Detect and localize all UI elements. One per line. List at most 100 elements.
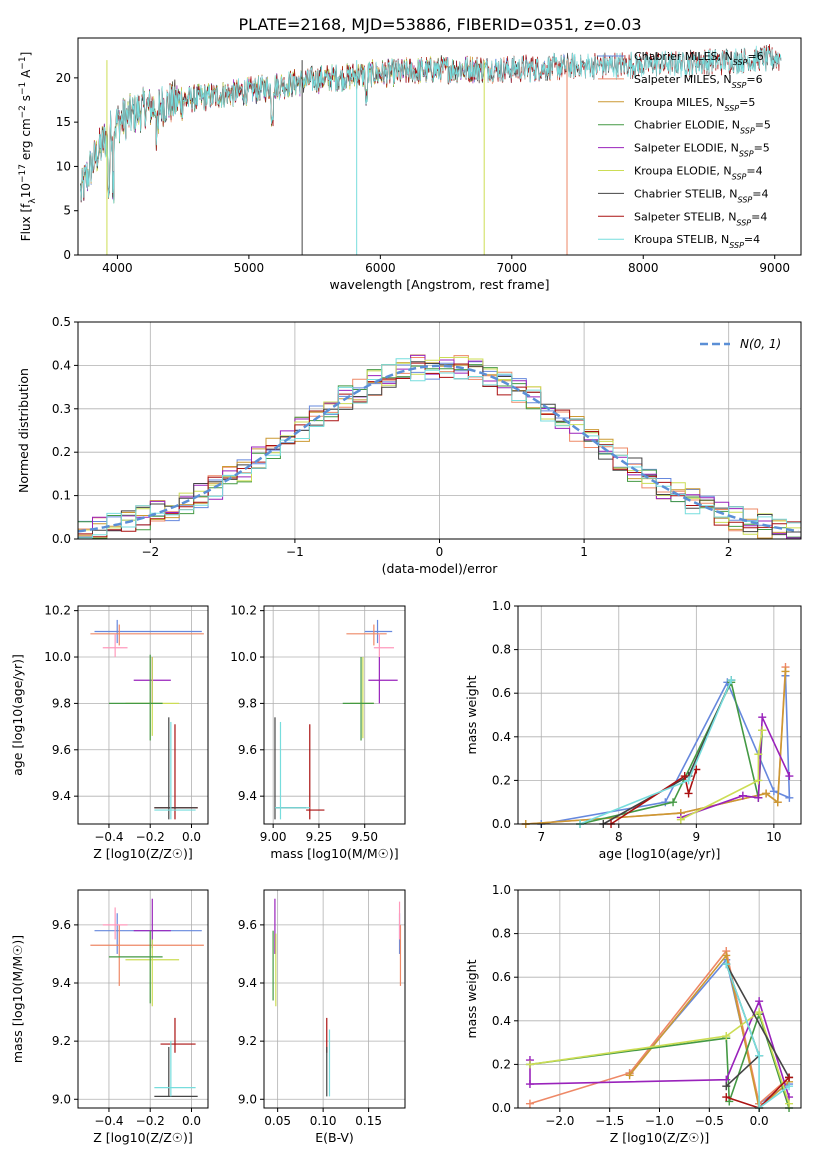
y-tick-label: 9.4 bbox=[238, 789, 257, 803]
x-axis-label: Z [log10(Z/Z☉)] bbox=[93, 846, 193, 861]
mass-weight-marker bbox=[773, 798, 782, 807]
y-axis-label-part: 10 bbox=[19, 183, 33, 198]
y-tick-label: 9.0 bbox=[52, 1092, 71, 1106]
y-tick-label: 9.8 bbox=[52, 696, 71, 710]
x-tick-label: 0.05 bbox=[264, 1114, 291, 1128]
plots-layer: 4000 5000 6000 7000 8000 900005101520waveleng… bbox=[10, 37, 802, 1145]
y-tick-label: 9.6 bbox=[238, 918, 257, 932]
y-tick-label: 9.4 bbox=[52, 789, 71, 803]
mass_vs_ebv-panel: 0.05 0.10 0.15 9.0 9.2 9.4 9.6 E(B-V) bbox=[238, 889, 406, 1145]
mass-weight-marker bbox=[525, 1060, 534, 1069]
legend-entry-name: Salpeter STELIB, N bbox=[634, 210, 736, 223]
legend-entry-nssp: =4 bbox=[751, 210, 767, 223]
x-tick-label: 9.25 bbox=[306, 830, 333, 844]
x-tick-label: 0.0 bbox=[750, 1114, 769, 1128]
mass-weight-marker bbox=[758, 726, 767, 735]
y-axis-label-part: Flux [f bbox=[19, 203, 33, 241]
mass-weight-series bbox=[628, 953, 790, 1110]
figure-title: PLATE=2168, MJD=53886, FIBERID=0351, z=0… bbox=[238, 15, 641, 34]
legend-entry-sub: SSP bbox=[729, 241, 744, 250]
x-tick-label: 10 bbox=[766, 830, 781, 844]
mass-weight-series bbox=[610, 769, 698, 825]
residuals-panel: −2 −1 0 1 2 0.0 0.1 0.2 0.3 0.4 0.5 (data-model)/er… bbox=[16, 315, 802, 576]
axes-frame bbox=[77, 605, 209, 825]
legend-entry-name: Salpeter ELODIE, N bbox=[634, 142, 739, 155]
y-axis-label: mass weight bbox=[464, 675, 479, 754]
x-tick-label: 1 bbox=[580, 545, 588, 559]
y-axis-label: Flux [fλ10−17 erg cm−2 s−1 A−1] bbox=[18, 52, 38, 242]
mass-weight-marker bbox=[755, 997, 764, 1006]
x-tick-label: 9 bbox=[693, 830, 701, 844]
y-tick-label: 9.8 bbox=[238, 696, 257, 710]
mass-weight-marker bbox=[727, 676, 736, 685]
y-tick-label: 1.0 bbox=[492, 883, 511, 897]
x-tick-label: 4000 bbox=[102, 261, 133, 275]
legend-entry-sub: SSP bbox=[724, 103, 739, 112]
mass-weight-marker bbox=[785, 1099, 794, 1108]
legend-entry: Kroupa MILES, NSSP=5 bbox=[634, 96, 755, 113]
legend-entry-nssp: =4 bbox=[752, 187, 768, 200]
x-tick-label: −1.0 bbox=[645, 1114, 674, 1128]
x-axis-label: Z [log10(Z/Z☉)] bbox=[93, 1130, 193, 1145]
mass-weight-marker bbox=[758, 713, 767, 722]
y-tick-label: 1.0 bbox=[492, 599, 511, 613]
x-tick-label: −0.2 bbox=[136, 1114, 165, 1128]
mass-weight-marker bbox=[525, 1099, 534, 1108]
mass-weight-marker bbox=[754, 776, 763, 785]
legend-entry-sub: SSP bbox=[739, 149, 754, 158]
x-tick-label: −0.4 bbox=[94, 830, 123, 844]
massweight_vs_Z-panel: −2.0 −1.5 −1.0 −0.5 0.0 0.0 0.2 0.4 0.6 0.8 1.0 Z [… bbox=[464, 883, 802, 1145]
y-tick-label: 0.2 bbox=[492, 1057, 511, 1071]
mass-weight-marker bbox=[762, 789, 771, 798]
legend-entry-nssp: =5 bbox=[739, 96, 755, 109]
y-tick-label: 0.4 bbox=[492, 1014, 511, 1028]
y-tick-label: 0.6 bbox=[492, 970, 511, 984]
mass-weight-marker bbox=[722, 1093, 731, 1102]
y-tick-label: 0.8 bbox=[492, 643, 511, 657]
y-tick-label: 0.3 bbox=[52, 402, 71, 416]
mass-weight-marker bbox=[669, 798, 678, 807]
y-tick-label: 9.4 bbox=[52, 976, 71, 990]
mass-weight-marker bbox=[755, 1051, 764, 1060]
mass-weight-marker bbox=[769, 787, 778, 796]
x-tick-label: 2 bbox=[725, 545, 733, 559]
y-tick-label: 20 bbox=[56, 71, 71, 85]
y-axis-label-part: −2 bbox=[18, 105, 28, 118]
y-axis-label-part: −1 bbox=[18, 56, 28, 69]
mass-weight-marker bbox=[722, 951, 731, 960]
mass-weight-marker bbox=[722, 1032, 731, 1041]
y-axis-label: Normed distribution bbox=[16, 368, 31, 493]
y-tick-label: 10.2 bbox=[44, 604, 71, 618]
gaussian-curve bbox=[77, 364, 799, 533]
mass-weight-marker bbox=[676, 815, 685, 824]
mass-weight-marker bbox=[755, 1008, 764, 1017]
y-axis-label-part: s bbox=[19, 95, 33, 105]
y-tick-label: 10 bbox=[56, 159, 71, 173]
y-axis-label-part: λ bbox=[28, 198, 38, 204]
legend-entry-name: Kroupa STELIB, N bbox=[634, 233, 729, 246]
x-tick-label: −2 bbox=[141, 545, 159, 559]
legend-entry-sub: SSP bbox=[732, 172, 747, 181]
legend-entry-nssp: =5 bbox=[754, 142, 770, 155]
y-tick-label: 9.4 bbox=[238, 976, 257, 990]
legend-entry-name: Chabrier MILES, N bbox=[634, 50, 733, 63]
mass-weight-series bbox=[529, 1010, 790, 1104]
mass-weight-marker bbox=[684, 776, 693, 785]
legend-entry-sub: SSP bbox=[733, 58, 748, 67]
x-tick-label: −1.5 bbox=[595, 1114, 624, 1128]
y-tick-label: 10.0 bbox=[230, 650, 257, 664]
legend-entry: Chabrier MILES, NSSP=6 bbox=[634, 50, 764, 67]
axes-frame bbox=[77, 889, 209, 1109]
y-axis-label: age [log10(age/yr)] bbox=[10, 654, 25, 776]
y-axis-label-part: ] bbox=[19, 52, 33, 57]
legend-entry: Chabrier STELIB, NSSP=4 bbox=[634, 187, 768, 204]
legend-entry-sub: SSP bbox=[738, 195, 753, 204]
y-axis-label-part: −1 bbox=[18, 82, 28, 95]
massweight_vs_age-panel: 7 8 9 10 0.0 0.2 0.4 0.6 0.8 1.0 age [log10(age/yr… bbox=[464, 599, 802, 861]
x-tick-label: 5000 bbox=[234, 261, 265, 275]
x-tick-label: 8 bbox=[615, 830, 623, 844]
axes-frame bbox=[77, 37, 802, 256]
y-tick-label: 0.4 bbox=[492, 730, 511, 744]
y-tick-label: 5 bbox=[63, 204, 71, 218]
